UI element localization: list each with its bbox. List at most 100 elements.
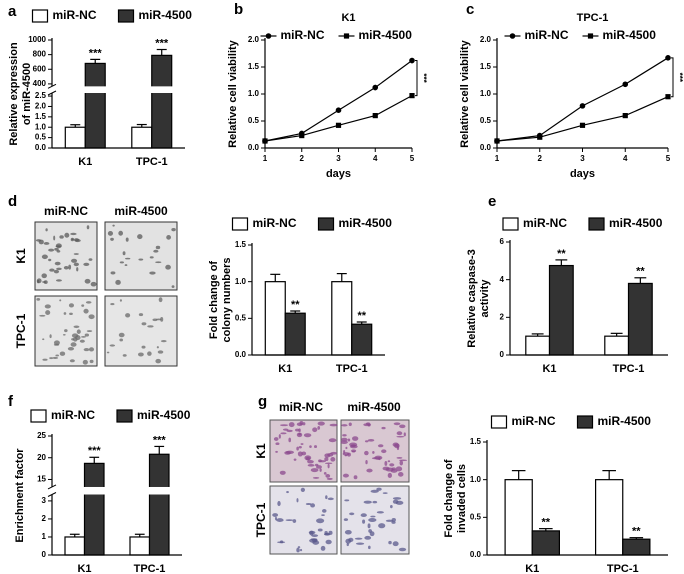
cell-blob	[149, 271, 156, 275]
y-tick-label: 1.0	[470, 475, 482, 484]
cell-blob	[314, 463, 319, 467]
y-tick-label: 0.5	[470, 512, 482, 521]
legend-swatch	[231, 217, 249, 231]
legend-label: miR-NC	[512, 414, 556, 428]
cell-blob	[293, 458, 297, 461]
cell-blob	[165, 264, 171, 270]
cell-blob	[396, 431, 403, 436]
legend-swatch	[502, 217, 519, 231]
significance: **	[291, 299, 300, 311]
cell-blob	[42, 338, 45, 341]
cell-blob	[348, 422, 352, 427]
cell-blob	[366, 468, 373, 473]
cell-blob	[316, 518, 325, 524]
cell-blob	[353, 475, 358, 480]
x-tick-label: TPC-1	[607, 563, 639, 574]
cell-blob	[296, 446, 299, 451]
cell-blob	[110, 271, 116, 275]
bar	[504, 479, 533, 556]
cell-blob	[275, 442, 280, 446]
point	[409, 57, 415, 64]
x-tick-label: TPC-1	[136, 156, 168, 168]
cell-blob	[342, 434, 347, 437]
cell-blob	[344, 454, 348, 457]
cell-blob	[351, 436, 359, 441]
axis-break-gap	[46, 86, 54, 93]
cell-blob	[403, 432, 406, 437]
y-tick-label: 2	[42, 514, 47, 523]
cell-blob	[399, 460, 404, 466]
y-tick-label: 1	[42, 532, 47, 541]
cell-blob	[56, 279, 62, 282]
bar	[151, 54, 173, 149]
cell-blob	[73, 253, 79, 255]
series-line	[264, 95, 413, 142]
cell-blob	[368, 517, 377, 522]
cell-blob	[304, 455, 312, 461]
series-line	[264, 60, 413, 142]
cell-blob	[86, 330, 93, 333]
cell-blob	[376, 511, 384, 514]
cell-blob	[399, 459, 408, 462]
cell-blob	[288, 437, 292, 443]
cell-blob	[62, 333, 66, 336]
cell-blob	[48, 258, 52, 262]
y-tick-label: 0	[42, 550, 47, 559]
cell-blob	[106, 351, 110, 354]
cell-blob	[396, 435, 405, 438]
legend-marker	[265, 33, 272, 39]
cell-blob	[141, 345, 146, 349]
cell-blob	[347, 452, 351, 457]
y-axis-label: Fold change of	[443, 459, 455, 538]
x-tick-label: 2	[538, 154, 543, 163]
point	[622, 81, 629, 88]
cell-blob	[83, 262, 90, 267]
cell-blob	[63, 265, 69, 270]
cell-blob	[73, 238, 80, 242]
y-axis-label: Fold change of	[208, 261, 220, 340]
cell-blob	[280, 432, 287, 435]
cell-blob	[76, 329, 81, 334]
column-label: miR-4500	[114, 204, 168, 218]
cell-blob	[88, 314, 95, 320]
cell-blob	[107, 231, 114, 236]
y-axis-label: activity	[479, 279, 491, 318]
cell-blob	[300, 487, 305, 492]
cell-blob	[89, 359, 94, 364]
cell-blob	[364, 535, 372, 540]
cell-blob	[341, 437, 348, 442]
cell-blob	[45, 228, 48, 232]
cell-blob	[125, 237, 129, 242]
cell-blob	[124, 264, 128, 267]
cell-blob	[317, 426, 321, 430]
column-label: miR-4500	[347, 400, 401, 414]
y-tick-label: 2.5	[35, 91, 47, 100]
cell-blob	[83, 308, 89, 314]
cell-blob	[392, 497, 402, 500]
significance: **	[357, 310, 366, 322]
cell-blob	[323, 471, 327, 475]
bar	[64, 126, 86, 149]
cell-blob	[67, 346, 75, 351]
cell-blob	[125, 257, 131, 260]
cell-blob	[345, 446, 348, 450]
x-tick-label: 3	[580, 154, 585, 163]
point	[579, 103, 586, 109]
cell-blob	[328, 530, 333, 535]
cell-blob	[369, 531, 375, 537]
legend-swatch	[588, 217, 605, 231]
cell-blob	[305, 502, 312, 505]
legend-swatch	[30, 409, 47, 423]
cell-blob	[300, 443, 304, 445]
cell-blob	[81, 336, 86, 338]
y-tick-label: 1.0	[35, 122, 47, 131]
cell-blob	[317, 528, 323, 532]
cell-blob	[86, 225, 90, 230]
bar	[548, 264, 574, 356]
cell-blob	[322, 509, 327, 513]
y-tick-label: 2.0	[35, 102, 47, 111]
cell-blob	[277, 501, 281, 507]
cell-blob	[324, 453, 331, 458]
legend-label: miR-NC	[281, 28, 325, 42]
